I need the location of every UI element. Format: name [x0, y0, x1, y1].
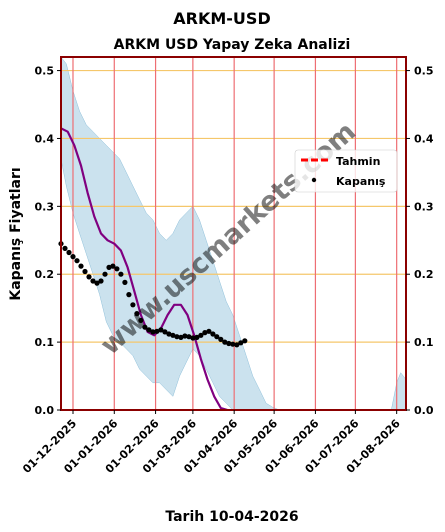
- close-point: [90, 278, 96, 284]
- series-layer: [58, 127, 248, 412]
- close-point: [182, 333, 188, 339]
- close-point: [234, 342, 240, 348]
- y-tick-label-left: 0.4: [35, 132, 55, 145]
- y-tick-label-left: 0.1: [35, 336, 55, 349]
- close-point: [150, 329, 156, 335]
- grid-layer: [61, 57, 406, 411]
- close-point: [162, 329, 168, 335]
- figure-suptitle: ARKM-USD: [173, 9, 270, 28]
- y-tick-label-left: 0.2: [35, 268, 55, 281]
- close-point: [190, 335, 196, 341]
- y-axis-label: Kapanış Fiyatları: [8, 167, 24, 300]
- close-point: [186, 334, 192, 340]
- y-tick-label-left: 0.0: [35, 404, 55, 417]
- y-tick-label-right: 0.1: [414, 336, 434, 349]
- close-point: [82, 268, 88, 275]
- close-point: [210, 331, 216, 337]
- close-point: [198, 332, 204, 338]
- close-point: [230, 341, 236, 347]
- close-point: [166, 331, 172, 337]
- close-point: [178, 334, 184, 340]
- close-point: [122, 279, 128, 285]
- close-point: [138, 317, 144, 323]
- close-point: [154, 328, 160, 334]
- y-tick-label-right: 0.5: [414, 65, 434, 78]
- close-point: [118, 271, 124, 277]
- close-point: [214, 334, 220, 340]
- series-trend-line: [60, 127, 228, 412]
- legend-box: [294, 149, 398, 193]
- close-point: [102, 271, 108, 277]
- y-tick-label-right: 0.2: [414, 268, 434, 281]
- close-point: [170, 332, 176, 338]
- close-point: [130, 302, 136, 308]
- close-point: [158, 327, 164, 333]
- legend: Tahmin Kapanış: [294, 149, 398, 193]
- close-point: [202, 330, 208, 336]
- close-point: [98, 278, 104, 284]
- close-point: [222, 339, 228, 345]
- close-point: [242, 338, 248, 344]
- close-point: [94, 280, 100, 286]
- y-tick-label-right: 0.4: [414, 132, 434, 145]
- close-point: [226, 340, 232, 347]
- close-point: [194, 334, 200, 340]
- close-point: [74, 258, 80, 264]
- y-tick-label-left: 0.5: [35, 65, 55, 78]
- close-point: [86, 274, 92, 280]
- close-point: [66, 249, 72, 256]
- close-point: [70, 254, 76, 260]
- legend-kapanis-label: Kapanış: [336, 175, 386, 188]
- legend-tahmin-label: Tahmin: [336, 155, 380, 168]
- close-point: [174, 334, 180, 340]
- y-tick-label-right: 0.3: [414, 200, 434, 213]
- close-point: [206, 328, 212, 334]
- close-point: [218, 336, 224, 342]
- legend-kapanis-swatch: [311, 177, 317, 183]
- close-point: [114, 266, 120, 272]
- close-point: [146, 327, 152, 333]
- close-point: [126, 292, 132, 298]
- close-point: [238, 340, 244, 346]
- footer-date: Tarih 10-04-2026: [165, 509, 298, 525]
- plot-frame: [60, 56, 407, 411]
- close-point: [134, 311, 140, 317]
- y-tick-label-left: 0.3: [35, 200, 55, 213]
- y-tick-label-right: 0.0: [414, 404, 434, 417]
- confidence-band-tail: [390, 372, 407, 411]
- close-point: [142, 324, 148, 330]
- chart-title: ARKM USD Yapay Zeka Analizi: [114, 37, 351, 53]
- close-point: [78, 263, 84, 269]
- close-point: [110, 263, 116, 269]
- close-point: [62, 245, 68, 251]
